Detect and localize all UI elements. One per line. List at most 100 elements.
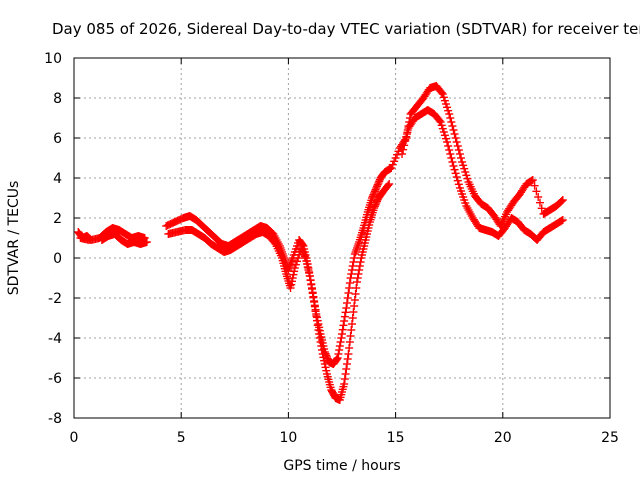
data-point bbox=[317, 346, 326, 354]
data-point bbox=[340, 375, 349, 383]
data-point bbox=[400, 141, 409, 150]
data-point bbox=[315, 330, 324, 338]
y-tick-label: -4 bbox=[48, 331, 62, 347]
y-tick-label: 2 bbox=[53, 211, 62, 227]
data-point bbox=[306, 276, 315, 285]
data-point bbox=[345, 284, 354, 292]
data-point bbox=[456, 154, 465, 162]
y-tick-label: -8 bbox=[48, 411, 62, 427]
data-point bbox=[311, 307, 320, 316]
data-point bbox=[342, 304, 351, 312]
data-point bbox=[452, 173, 461, 181]
data-point bbox=[437, 88, 446, 97]
data-points bbox=[74, 82, 567, 404]
data-point bbox=[451, 169, 460, 178]
data-point bbox=[402, 132, 411, 141]
y-axis-title: SDTVAR / TECUs bbox=[6, 181, 22, 296]
data-point bbox=[347, 270, 356, 278]
data-point bbox=[310, 302, 319, 311]
data-point bbox=[454, 146, 463, 154]
data-point bbox=[336, 338, 345, 346]
data-point bbox=[349, 258, 358, 266]
data-point bbox=[312, 316, 321, 325]
data-point bbox=[337, 334, 346, 342]
data-point bbox=[450, 130, 459, 138]
data-point bbox=[403, 128, 412, 137]
data-point bbox=[558, 216, 567, 224]
data-point bbox=[352, 284, 361, 292]
data-point bbox=[453, 142, 462, 150]
data-point bbox=[445, 146, 454, 154]
x-tick-label: 20 bbox=[494, 430, 512, 446]
data-point bbox=[445, 110, 454, 118]
data-point bbox=[307, 285, 316, 293]
data-point bbox=[535, 198, 544, 207]
data-point bbox=[348, 320, 357, 328]
data-point bbox=[353, 274, 362, 282]
data-point bbox=[307, 280, 316, 289]
data-point bbox=[312, 312, 321, 320]
data-point bbox=[455, 150, 464, 158]
data-point bbox=[350, 254, 359, 262]
data-point bbox=[446, 150, 455, 158]
chart-title: Day 085 of 2026, Sidereal Day-to-day VTE… bbox=[52, 20, 640, 38]
plot-frame bbox=[73, 57, 611, 419]
data-point bbox=[353, 278, 362, 286]
data-point bbox=[339, 321, 348, 330]
x-tick-label: 5 bbox=[177, 430, 186, 446]
data-point bbox=[345, 279, 354, 287]
data-point bbox=[309, 293, 318, 302]
data-point bbox=[317, 342, 326, 350]
data-point bbox=[343, 294, 352, 302]
data-point bbox=[334, 350, 343, 358]
data-point bbox=[85, 236, 94, 244]
y-tick-label: -6 bbox=[48, 371, 62, 387]
data-point bbox=[350, 296, 359, 304]
data-point bbox=[338, 330, 346, 338]
data-point bbox=[340, 317, 349, 325]
data-point bbox=[449, 162, 458, 170]
data-point bbox=[349, 308, 358, 316]
x-tick-label: 25 bbox=[601, 430, 619, 446]
data-point bbox=[454, 180, 463, 189]
data-point bbox=[142, 238, 151, 246]
data-point bbox=[313, 321, 322, 330]
data-point bbox=[335, 346, 344, 354]
data-point bbox=[345, 344, 354, 352]
data-point bbox=[450, 165, 459, 174]
data-point bbox=[342, 365, 351, 373]
data-point bbox=[558, 196, 567, 204]
data-point bbox=[305, 272, 314, 280]
data-point bbox=[356, 258, 365, 266]
y-tick-label: 6 bbox=[53, 131, 62, 147]
data-point bbox=[340, 312, 349, 321]
data-point bbox=[316, 338, 325, 346]
data-point bbox=[347, 326, 356, 334]
y-tick-label: -2 bbox=[48, 291, 62, 307]
data-point bbox=[534, 193, 543, 201]
x-tick-label: 10 bbox=[279, 430, 297, 446]
data-point bbox=[448, 122, 457, 130]
data-point bbox=[448, 158, 457, 166]
x-axis-title: GPS time / hours bbox=[283, 458, 400, 474]
data-point bbox=[308, 289, 317, 298]
data-point bbox=[452, 138, 461, 146]
data-point bbox=[332, 355, 341, 363]
data-point bbox=[351, 290, 360, 298]
data-point bbox=[443, 138, 452, 146]
data-point bbox=[344, 289, 353, 297]
data-point bbox=[447, 118, 456, 126]
data-point bbox=[355, 262, 364, 270]
data-point bbox=[346, 332, 355, 340]
data-point bbox=[355, 266, 364, 274]
data-point bbox=[530, 181, 539, 190]
data-point bbox=[333, 354, 342, 362]
data-point bbox=[447, 154, 456, 162]
data-point bbox=[384, 181, 393, 190]
data-point bbox=[453, 176, 462, 185]
data-point bbox=[314, 326, 323, 334]
grid bbox=[74, 58, 610, 418]
data-point bbox=[344, 350, 353, 358]
data-point bbox=[340, 380, 349, 388]
